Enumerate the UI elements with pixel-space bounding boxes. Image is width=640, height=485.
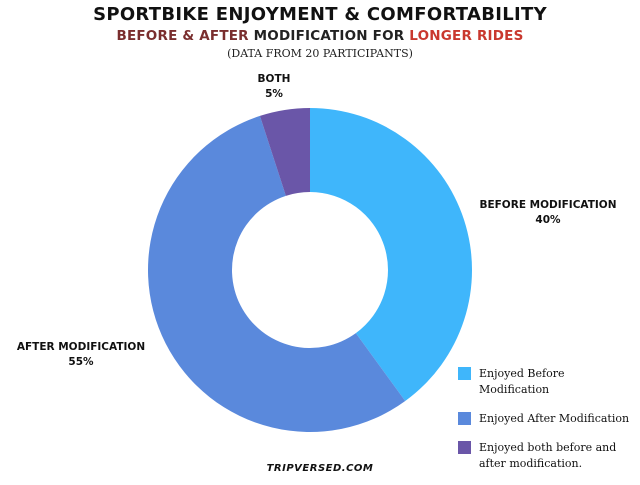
subtitle-part-3: LONGER RIDES: [409, 28, 524, 44]
legend-text-after: Enjoyed After Modification: [479, 412, 630, 425]
slice-label-both-value: 5%: [265, 88, 283, 100]
slice-label-before: BEFORE MODIFICATION 40%: [478, 198, 618, 228]
slice-label-after-name: AFTER MODIFICATION: [16, 341, 146, 353]
legend-text-before: Enjoyed Before Modification: [479, 367, 565, 396]
slice-label-after-value: 55%: [68, 356, 94, 368]
slice-label-before-value: 40%: [535, 214, 561, 226]
legend-text-both: Enjoyed both before and after modificati…: [479, 441, 617, 470]
subtitle-part-1: BEFORE & AFTER: [116, 28, 249, 44]
donut-slice-before: [310, 108, 473, 402]
slice-label-both: BOTH 5%: [244, 72, 304, 102]
slice-label-both-name: BOTH: [257, 73, 291, 85]
chart-subtitle: BEFORE & AFTER MODIFICATION FOR LONGER R…: [0, 28, 640, 44]
slice-label-before-name: BEFORE MODIFICATION: [479, 199, 617, 211]
legend-item-after: Enjoyed After Modification: [458, 411, 638, 427]
legend-swatch-before: [458, 367, 471, 380]
legend-item-both: Enjoyed both before and after modificati…: [458, 440, 638, 472]
chart-note: (DATA FROM 20 PARTICIPANTS): [227, 47, 413, 60]
slice-label-after: AFTER MODIFICATION 55%: [8, 340, 154, 370]
legend-swatch-both: [458, 441, 471, 454]
donut-slice-both: [259, 108, 310, 196]
chart-legend: Enjoyed Before Modification Enjoyed Afte…: [458, 366, 638, 485]
donut-slice-after: [148, 115, 406, 433]
watermark-logo: TRIPVERSED.COM: [266, 463, 374, 474]
chart-title: SPORTBIKE ENJOYMENT & COMFORTABILITY: [93, 4, 547, 25]
legend-swatch-after: [458, 412, 471, 425]
legend-item-before: Enjoyed Before Modification: [458, 366, 638, 398]
subtitle-part-2: MODIFICATION FOR: [248, 28, 410, 44]
